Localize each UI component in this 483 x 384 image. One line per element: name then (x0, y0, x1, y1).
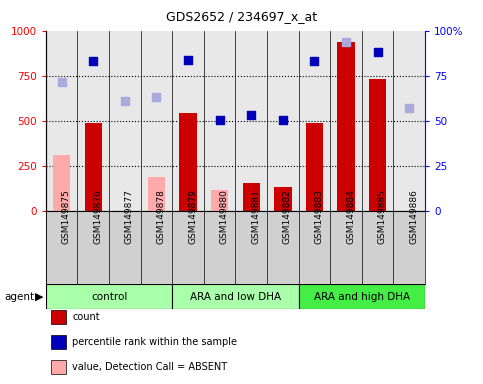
Text: GDS2652 / 234697_x_at: GDS2652 / 234697_x_at (166, 10, 317, 23)
Point (58, 79, 66, 85)
Text: GSM149875: GSM149875 (62, 190, 71, 245)
Bar (306, 123, 323, 211)
Bar (172, 284, 298, 309)
Bar (298, 284, 425, 309)
Point (279, 117, 287, 123)
Text: ▶: ▶ (35, 291, 43, 302)
Text: GSM149876: GSM149876 (93, 190, 102, 245)
Text: GSM149883: GSM149883 (314, 190, 324, 245)
Text: ARA and high DHA: ARA and high DHA (314, 291, 410, 302)
Bar (179, 113, 197, 211)
Text: GSM149878: GSM149878 (156, 190, 166, 245)
Point (311, 58, 318, 65)
Bar (274, 187, 292, 211)
Bar (211, 190, 228, 211)
Text: GSM149881: GSM149881 (251, 190, 260, 245)
Text: control: control (91, 291, 127, 302)
Point (216, 117, 224, 123)
Bar (369, 79, 386, 211)
Point (342, 38, 350, 45)
Point (405, 105, 413, 111)
Text: count: count (72, 312, 100, 322)
Text: GSM149879: GSM149879 (188, 190, 197, 245)
Bar (148, 177, 165, 211)
Point (184, 56, 192, 63)
Text: GSM149882: GSM149882 (283, 190, 292, 244)
Bar (46, 284, 172, 309)
Bar (337, 41, 355, 211)
Point (89, 58, 97, 65)
Point (153, 94, 160, 100)
Text: GSM149884: GSM149884 (346, 190, 355, 244)
Text: agent: agent (5, 291, 35, 302)
Text: ARA and low DHA: ARA and low DHA (190, 291, 281, 302)
Text: percentile rank within the sample: percentile rank within the sample (72, 337, 238, 347)
Point (247, 112, 255, 118)
Text: GSM149886: GSM149886 (409, 190, 418, 245)
Bar (242, 183, 260, 211)
Text: GSM149880: GSM149880 (220, 190, 228, 245)
Bar (53, 155, 71, 211)
Text: GSM149885: GSM149885 (378, 190, 387, 245)
Point (121, 98, 129, 104)
Bar (85, 123, 102, 211)
Point (374, 49, 382, 55)
Text: value, Detection Call = ABSENT: value, Detection Call = ABSENT (72, 362, 227, 372)
Text: GSM149877: GSM149877 (125, 190, 134, 245)
